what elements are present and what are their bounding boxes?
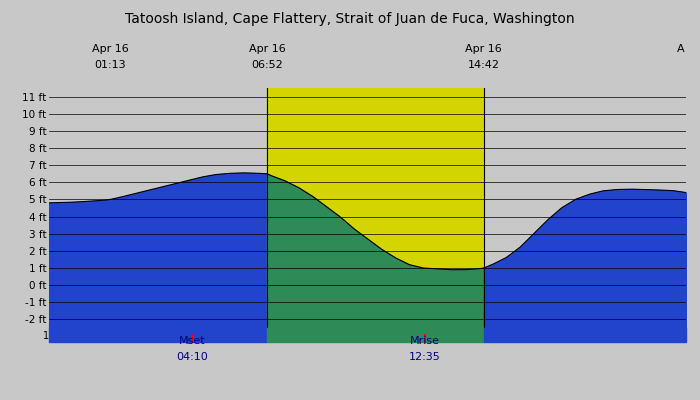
Text: Apr 16: Apr 16 (248, 44, 286, 54)
Bar (267, 88, 484, 328)
Text: Mset: Mset (178, 336, 205, 346)
Bar (267, 328, 484, 342)
Text: 04:10: 04:10 (176, 352, 208, 362)
Bar (49, 328, 267, 342)
Bar (49, 88, 267, 328)
Bar (484, 88, 686, 328)
Text: Mrise: Mrise (410, 336, 440, 346)
Text: A: A (677, 44, 685, 54)
Bar (484, 328, 686, 342)
Text: Apr 16: Apr 16 (92, 44, 129, 54)
Text: Tatoosh Island, Cape Flattery, Strait of Juan de Fuca, Washington: Tatoosh Island, Cape Flattery, Strait of… (125, 12, 575, 26)
Text: 14:42: 14:42 (468, 60, 500, 70)
Text: Apr 16: Apr 16 (466, 44, 502, 54)
Text: 06:52: 06:52 (251, 60, 283, 70)
Text: 01:13: 01:13 (94, 60, 126, 70)
Text: 12:35: 12:35 (410, 352, 441, 362)
